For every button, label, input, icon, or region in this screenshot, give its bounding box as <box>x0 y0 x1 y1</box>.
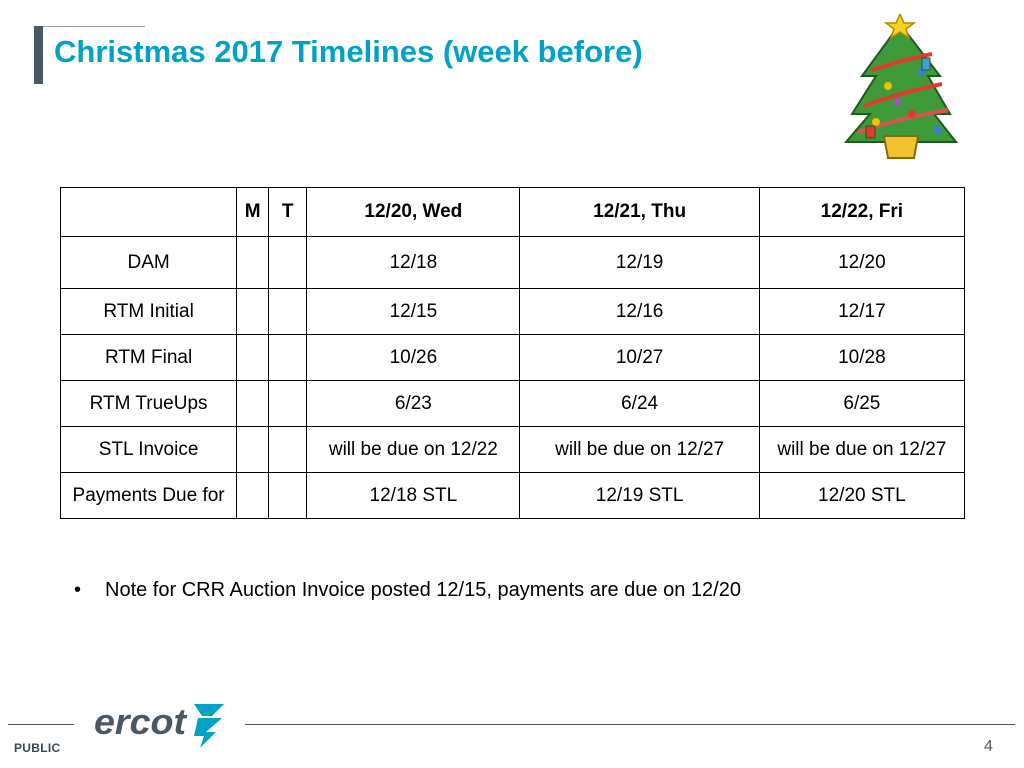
cell-wednesday: 12/18 STL <box>306 472 521 519</box>
title-accent-bar <box>34 26 43 84</box>
page-number: 4 <box>984 738 993 755</box>
table-header-row: M T 12/20, Wed 12/21, Thu 12/22, Fri <box>59 187 966 237</box>
note-bullet-item: • Note for CRR Auction Invoice posted 12/… <box>74 579 741 602</box>
row-label: RTM TrueUps <box>59 380 238 427</box>
header-cell-monday: M <box>236 187 270 237</box>
cell-thursday: will be due on 12/27 <box>519 426 760 473</box>
cell-friday: 12/20 <box>758 236 966 289</box>
cell-friday: 6/25 <box>758 380 966 427</box>
cell-monday <box>236 472 270 519</box>
table-row: RTM Initial 12/15 12/16 12/17 <box>59 288 966 335</box>
svg-text:ercot: ercot <box>94 701 188 742</box>
header-cell-friday: 12/22, Fri <box>758 187 966 237</box>
header-cell-wednesday: 12/20, Wed <box>306 187 521 237</box>
cell-friday: 12/17 <box>758 288 966 335</box>
slide-title: Christmas 2017 Timelines (week before) <box>54 34 643 69</box>
cell-monday <box>236 426 270 473</box>
table-row: Payments Due for 12/18 STL 12/19 STL 12/… <box>59 472 966 519</box>
cell-thursday: 12/19 STL <box>519 472 760 519</box>
cell-tuesday <box>268 236 308 289</box>
footer-divider-left <box>8 724 74 725</box>
title-accent-line <box>43 26 145 27</box>
row-label: RTM Initial <box>59 288 238 335</box>
cell-tuesday <box>268 334 308 381</box>
cell-wednesday: 12/15 <box>306 288 521 335</box>
cell-thursday: 12/19 <box>519 236 760 289</box>
header-cell-tuesday: T <box>268 187 308 237</box>
cell-monday <box>236 334 270 381</box>
header-cell-thursday: 12/21, Thu <box>519 187 760 237</box>
classification-label: PUBLIC <box>14 741 61 755</box>
cell-monday <box>236 288 270 335</box>
cell-tuesday <box>268 380 308 427</box>
timeline-table: M T 12/20, Wed 12/21, Thu 12/22, Fri DAM… <box>59 187 966 519</box>
note-text: Note for CRR Auction Invoice posted 12/1… <box>105 579 741 601</box>
cell-thursday: 10/27 <box>519 334 760 381</box>
table-row: RTM Final 10/26 10/27 10/28 <box>59 334 966 381</box>
christmas-tree-icon <box>843 14 959 159</box>
cell-friday: 12/20 STL <box>758 472 966 519</box>
header-cell-label <box>59 187 238 237</box>
footer-divider-right <box>245 724 1015 725</box>
row-label: DAM <box>59 236 238 289</box>
cell-wednesday: 12/18 <box>306 236 521 289</box>
cell-wednesday: 10/26 <box>306 334 521 381</box>
table-row: DAM 12/18 12/19 12/20 <box>59 236 966 289</box>
row-label: STL Invoice <box>59 426 238 473</box>
table-row: RTM TrueUps 6/23 6/24 6/25 <box>59 380 966 427</box>
cell-tuesday <box>268 472 308 519</box>
bullet-marker: • <box>74 579 82 601</box>
ercot-logo: ercot <box>94 701 224 748</box>
table-row: STL Invoice will be due on 12/22 will be… <box>59 426 966 473</box>
cell-tuesday <box>268 426 308 473</box>
cell-friday: will be due on 12/27 <box>758 426 966 473</box>
cell-friday: 10/28 <box>758 334 966 381</box>
cell-thursday: 12/16 <box>519 288 760 335</box>
cell-thursday: 6/24 <box>519 380 760 427</box>
cell-tuesday <box>268 288 308 335</box>
row-label: RTM Final <box>59 334 238 381</box>
cell-monday <box>236 236 270 289</box>
cell-monday <box>236 380 270 427</box>
cell-wednesday: will be due on 12/22 <box>306 426 521 473</box>
cell-wednesday: 6/23 <box>306 380 521 427</box>
row-label: Payments Due for <box>59 472 238 519</box>
